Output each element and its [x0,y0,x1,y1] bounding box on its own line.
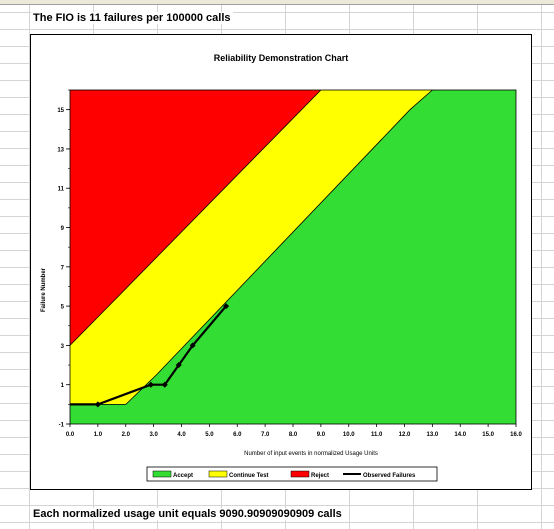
legend: Accept Continue Test Reject Observed Fai… [146,466,438,482]
observed-failure-point [223,303,230,310]
x-tick-label: 9.0 [317,432,326,438]
y-tick-label: 9 [61,226,65,232]
legend-swatch-continue [208,470,228,478]
x-tick-label: 13.0 [427,432,439,438]
legend-label-reject: Reject [311,473,329,479]
accept-region [70,90,516,424]
y-tick-label: 7 [61,265,65,271]
x-axis-label: Number of input events in normalized Usa… [244,451,378,457]
x-tick-label: 7.0 [261,432,270,438]
chart-object[interactable]: Reliability Demonstration Chart -1 1 3 5 7 9 1… [30,34,532,490]
x-axis: 0.0 1.0 2.0 3.0 4.0 5.0 6.0 7.0 8.0 9.0 10.0 11.0 12… [66,424,522,438]
x-tick-label: 0.0 [66,432,75,438]
observed-failures-series [70,303,230,408]
usage-unit-cell[interactable]: Each normalized usage unit equals 9090.9… [31,508,344,520]
x-tick-label: 3.0 [149,432,158,438]
x-tick-label: 1.0 [94,432,103,438]
x-tick-label: 8.0 [289,432,298,438]
x-tick-label: 16.0 [510,432,522,438]
reliability-chart: Reliability Demonstration Chart -1135791… [41,53,522,482]
x-tick-label: 4.0 [177,432,186,438]
legend-label-continue: Continue Test [229,473,269,479]
x-tick-label: 10.0 [343,432,355,438]
x-tick-label: 14.0 [454,432,466,438]
accept-boundary-line [70,89,433,405]
column-header-strip [0,0,554,5]
observed-failure-point [94,401,101,408]
y-tick-label: 13 [57,147,64,153]
chart-title: Reliability Demonstration Chart [214,53,349,63]
y-axis-label: Failure Number [41,267,47,312]
fio-summary-cell[interactable]: The FIO is 11 failures per 100000 calls [31,12,233,24]
x-tick-label: 5.0 [205,432,214,438]
x-tick-label: 12.0 [399,432,411,438]
y-tick-label: 5 [61,305,65,311]
observed-failure-point [147,381,154,388]
continue-test-region [70,90,516,424]
legend-swatch-reject [290,470,310,478]
legend-label-observed: Observed Failures [363,473,416,479]
plot-area [69,89,517,425]
y-tick-label: -1 [59,423,65,429]
observed-failure-point [189,342,196,349]
y-tick-label: 11 [58,187,65,193]
reject-boundary-line [69,89,322,346]
y-tick-label: 1 [61,383,65,389]
x-tick-label: 11.0 [371,432,383,438]
legend-label-accept: Accept [173,473,193,479]
observed-failure-point [175,362,182,369]
x-tick-label: 15.0 [482,432,494,438]
x-tick-label: 2.0 [122,432,131,438]
y-tick-label: 15 [57,108,64,114]
observed-failure-point [161,381,168,388]
y-tick-label: 3 [61,344,65,350]
legend-swatch-accept [152,470,172,478]
x-tick-label: 6.0 [233,432,242,438]
